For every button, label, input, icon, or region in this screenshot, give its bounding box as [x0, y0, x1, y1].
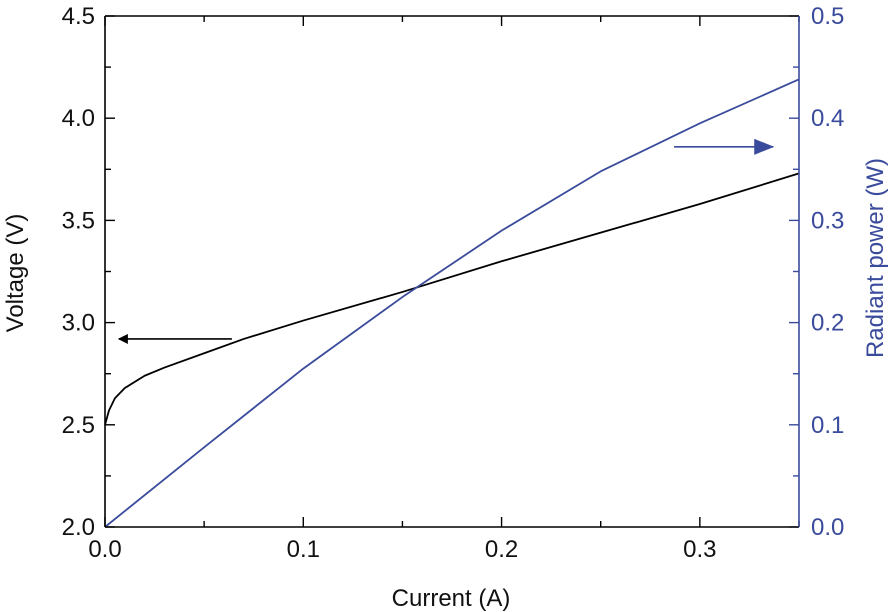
- axis-arrows: [117, 138, 775, 344]
- x-tick-label: 0.1: [287, 536, 320, 563]
- axis-ticks: [104, 15, 800, 528]
- y-tick-label: 4.0: [62, 105, 95, 132]
- y-tick-label: 3.5: [62, 207, 95, 234]
- x-tick-label: 0.3: [683, 536, 716, 563]
- y-tick-label: 4.5: [62, 3, 95, 30]
- x-tick-label: 0.2: [485, 536, 518, 563]
- y-tick-label: 2.0: [62, 514, 95, 541]
- y2-tick-label: 0.1: [811, 412, 844, 439]
- y-axis-label: Voltage (V): [2, 214, 29, 333]
- x-axis-label: Current (A): [392, 585, 511, 612]
- radiant-power-line: [104, 78, 800, 528]
- y2-tick-label: 0.3: [811, 207, 844, 234]
- y2-axis-label: Radiant power (W): [862, 158, 889, 358]
- plot-series: [104, 78, 800, 528]
- y2-tick-label: 0.4: [811, 105, 844, 132]
- y2-tick-label: 0.2: [811, 310, 844, 337]
- y-tick-label: 3.0: [62, 310, 95, 337]
- axis-tick-labels: 0.0 0.1 0.2 0.3 2.0 2.5 3.0 3.5 4.0 4.5 0.0 0.1 0.2 0…: [62, 3, 845, 563]
- y-tick-label: 2.5: [62, 412, 95, 439]
- x-tick-label: 0.0: [88, 536, 121, 563]
- y2-tick-label: 0.0: [811, 514, 844, 541]
- voltage-line: [104, 172, 800, 426]
- y2-tick-label: 0.5: [811, 3, 844, 30]
